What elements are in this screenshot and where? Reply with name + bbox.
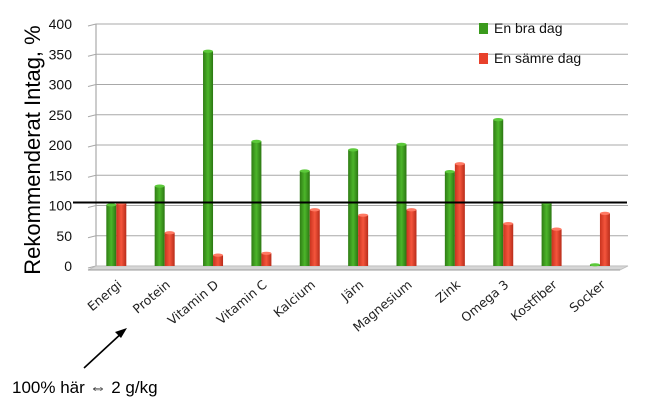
y-tick-label: 150 bbox=[49, 167, 73, 183]
bar bbox=[261, 253, 272, 266]
y-tick-label: 400 bbox=[49, 16, 73, 32]
y-tick-label: 50 bbox=[56, 228, 72, 244]
x-category-label: Kostfiber bbox=[508, 276, 561, 324]
annotation-arrow-line bbox=[83, 330, 125, 369]
annotation-text: 100% här ⇔ 2 g/kg bbox=[12, 378, 158, 397]
bar bbox=[154, 186, 165, 266]
bar bbox=[599, 213, 610, 266]
bar-cap bbox=[203, 49, 214, 53]
bar-cap bbox=[261, 251, 272, 255]
chart-floor bbox=[87, 265, 629, 271]
bar bbox=[309, 209, 320, 266]
y-tick-label: 100 bbox=[49, 198, 73, 214]
y-tick-labels: 0 50 100 150 200 250 300 350 400 bbox=[49, 16, 73, 274]
bar-cap bbox=[599, 211, 610, 215]
annotation-arrow-head bbox=[115, 328, 127, 338]
x-category-label: Kalcium bbox=[270, 277, 318, 320]
bar-cap bbox=[106, 203, 117, 207]
legend-label: En bra dag bbox=[494, 20, 563, 36]
bar-cap bbox=[493, 117, 504, 122]
legend-label: En sämre dag bbox=[494, 50, 581, 66]
x-category-label: Omega 3 bbox=[458, 277, 511, 325]
bar-cap bbox=[444, 170, 455, 174]
bar-cap bbox=[154, 184, 165, 188]
bar-cap bbox=[164, 231, 175, 235]
legend-swatch bbox=[479, 23, 488, 34]
gridline-wall bbox=[87, 205, 97, 208]
bar bbox=[203, 51, 214, 266]
bar bbox=[116, 203, 127, 266]
bar-cap bbox=[213, 253, 224, 257]
x-category-label: Zink bbox=[433, 276, 464, 305]
bar-cap bbox=[358, 213, 369, 217]
bar bbox=[251, 141, 262, 266]
bar bbox=[164, 232, 175, 266]
bar bbox=[348, 149, 359, 266]
bar bbox=[213, 255, 224, 266]
bar bbox=[396, 144, 407, 266]
bar-cap bbox=[551, 227, 562, 231]
bars bbox=[106, 49, 610, 267]
x-category-label: Järn bbox=[337, 277, 366, 305]
y-tick-label: 350 bbox=[49, 46, 73, 62]
x-category-label: Protein bbox=[130, 277, 173, 317]
y-tick-label: 200 bbox=[49, 137, 73, 153]
gridline-wall bbox=[87, 114, 97, 118]
gridline-wall bbox=[87, 174, 97, 178]
bar bbox=[106, 204, 117, 266]
legend: En bra dag En sämre dag bbox=[479, 20, 581, 66]
y-axis-title: Rekommenderat Intag, % bbox=[20, 25, 45, 274]
gridline-wall bbox=[87, 235, 97, 239]
bar bbox=[406, 209, 417, 266]
bar bbox=[358, 215, 369, 266]
y-tick-label: 300 bbox=[49, 77, 73, 93]
grid-lines bbox=[87, 23, 628, 269]
gridline-wall bbox=[87, 144, 97, 148]
x-category-label: Socker bbox=[566, 276, 609, 315]
y-tick-label: 250 bbox=[49, 107, 73, 123]
bar bbox=[503, 223, 514, 266]
bar bbox=[444, 171, 455, 266]
legend-swatch bbox=[479, 53, 488, 64]
x-category-label: Energi bbox=[84, 277, 124, 314]
bar bbox=[454, 163, 465, 266]
bar-cap bbox=[348, 148, 359, 152]
bar bbox=[541, 203, 552, 266]
floor-plane bbox=[87, 265, 629, 271]
x-category-label: Vitamin D bbox=[165, 277, 222, 328]
bar bbox=[299, 171, 310, 266]
bar-cap bbox=[454, 162, 465, 166]
bar bbox=[551, 229, 562, 266]
bar-cap bbox=[309, 208, 320, 212]
y-tick-label: 0 bbox=[64, 258, 72, 274]
annotation: 100% här ⇔ 2 g/kg bbox=[12, 328, 158, 397]
bar-cap bbox=[503, 222, 514, 226]
gridline-wall bbox=[87, 84, 97, 87]
bar-cap bbox=[299, 169, 310, 173]
bar bbox=[493, 119, 504, 266]
x-category-label: Vitamin C bbox=[214, 277, 270, 328]
bar-cap bbox=[251, 139, 262, 143]
bar-cap bbox=[589, 263, 600, 267]
bar-cap bbox=[396, 142, 407, 146]
bar-cap bbox=[406, 208, 417, 212]
gridline-wall bbox=[87, 53, 97, 57]
gridline-wall bbox=[87, 23, 97, 27]
